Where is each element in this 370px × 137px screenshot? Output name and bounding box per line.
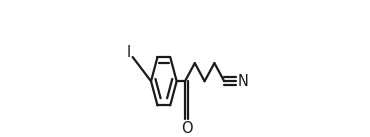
Text: O: O xyxy=(181,121,192,136)
Text: N: N xyxy=(238,74,249,89)
Text: I: I xyxy=(127,45,131,60)
